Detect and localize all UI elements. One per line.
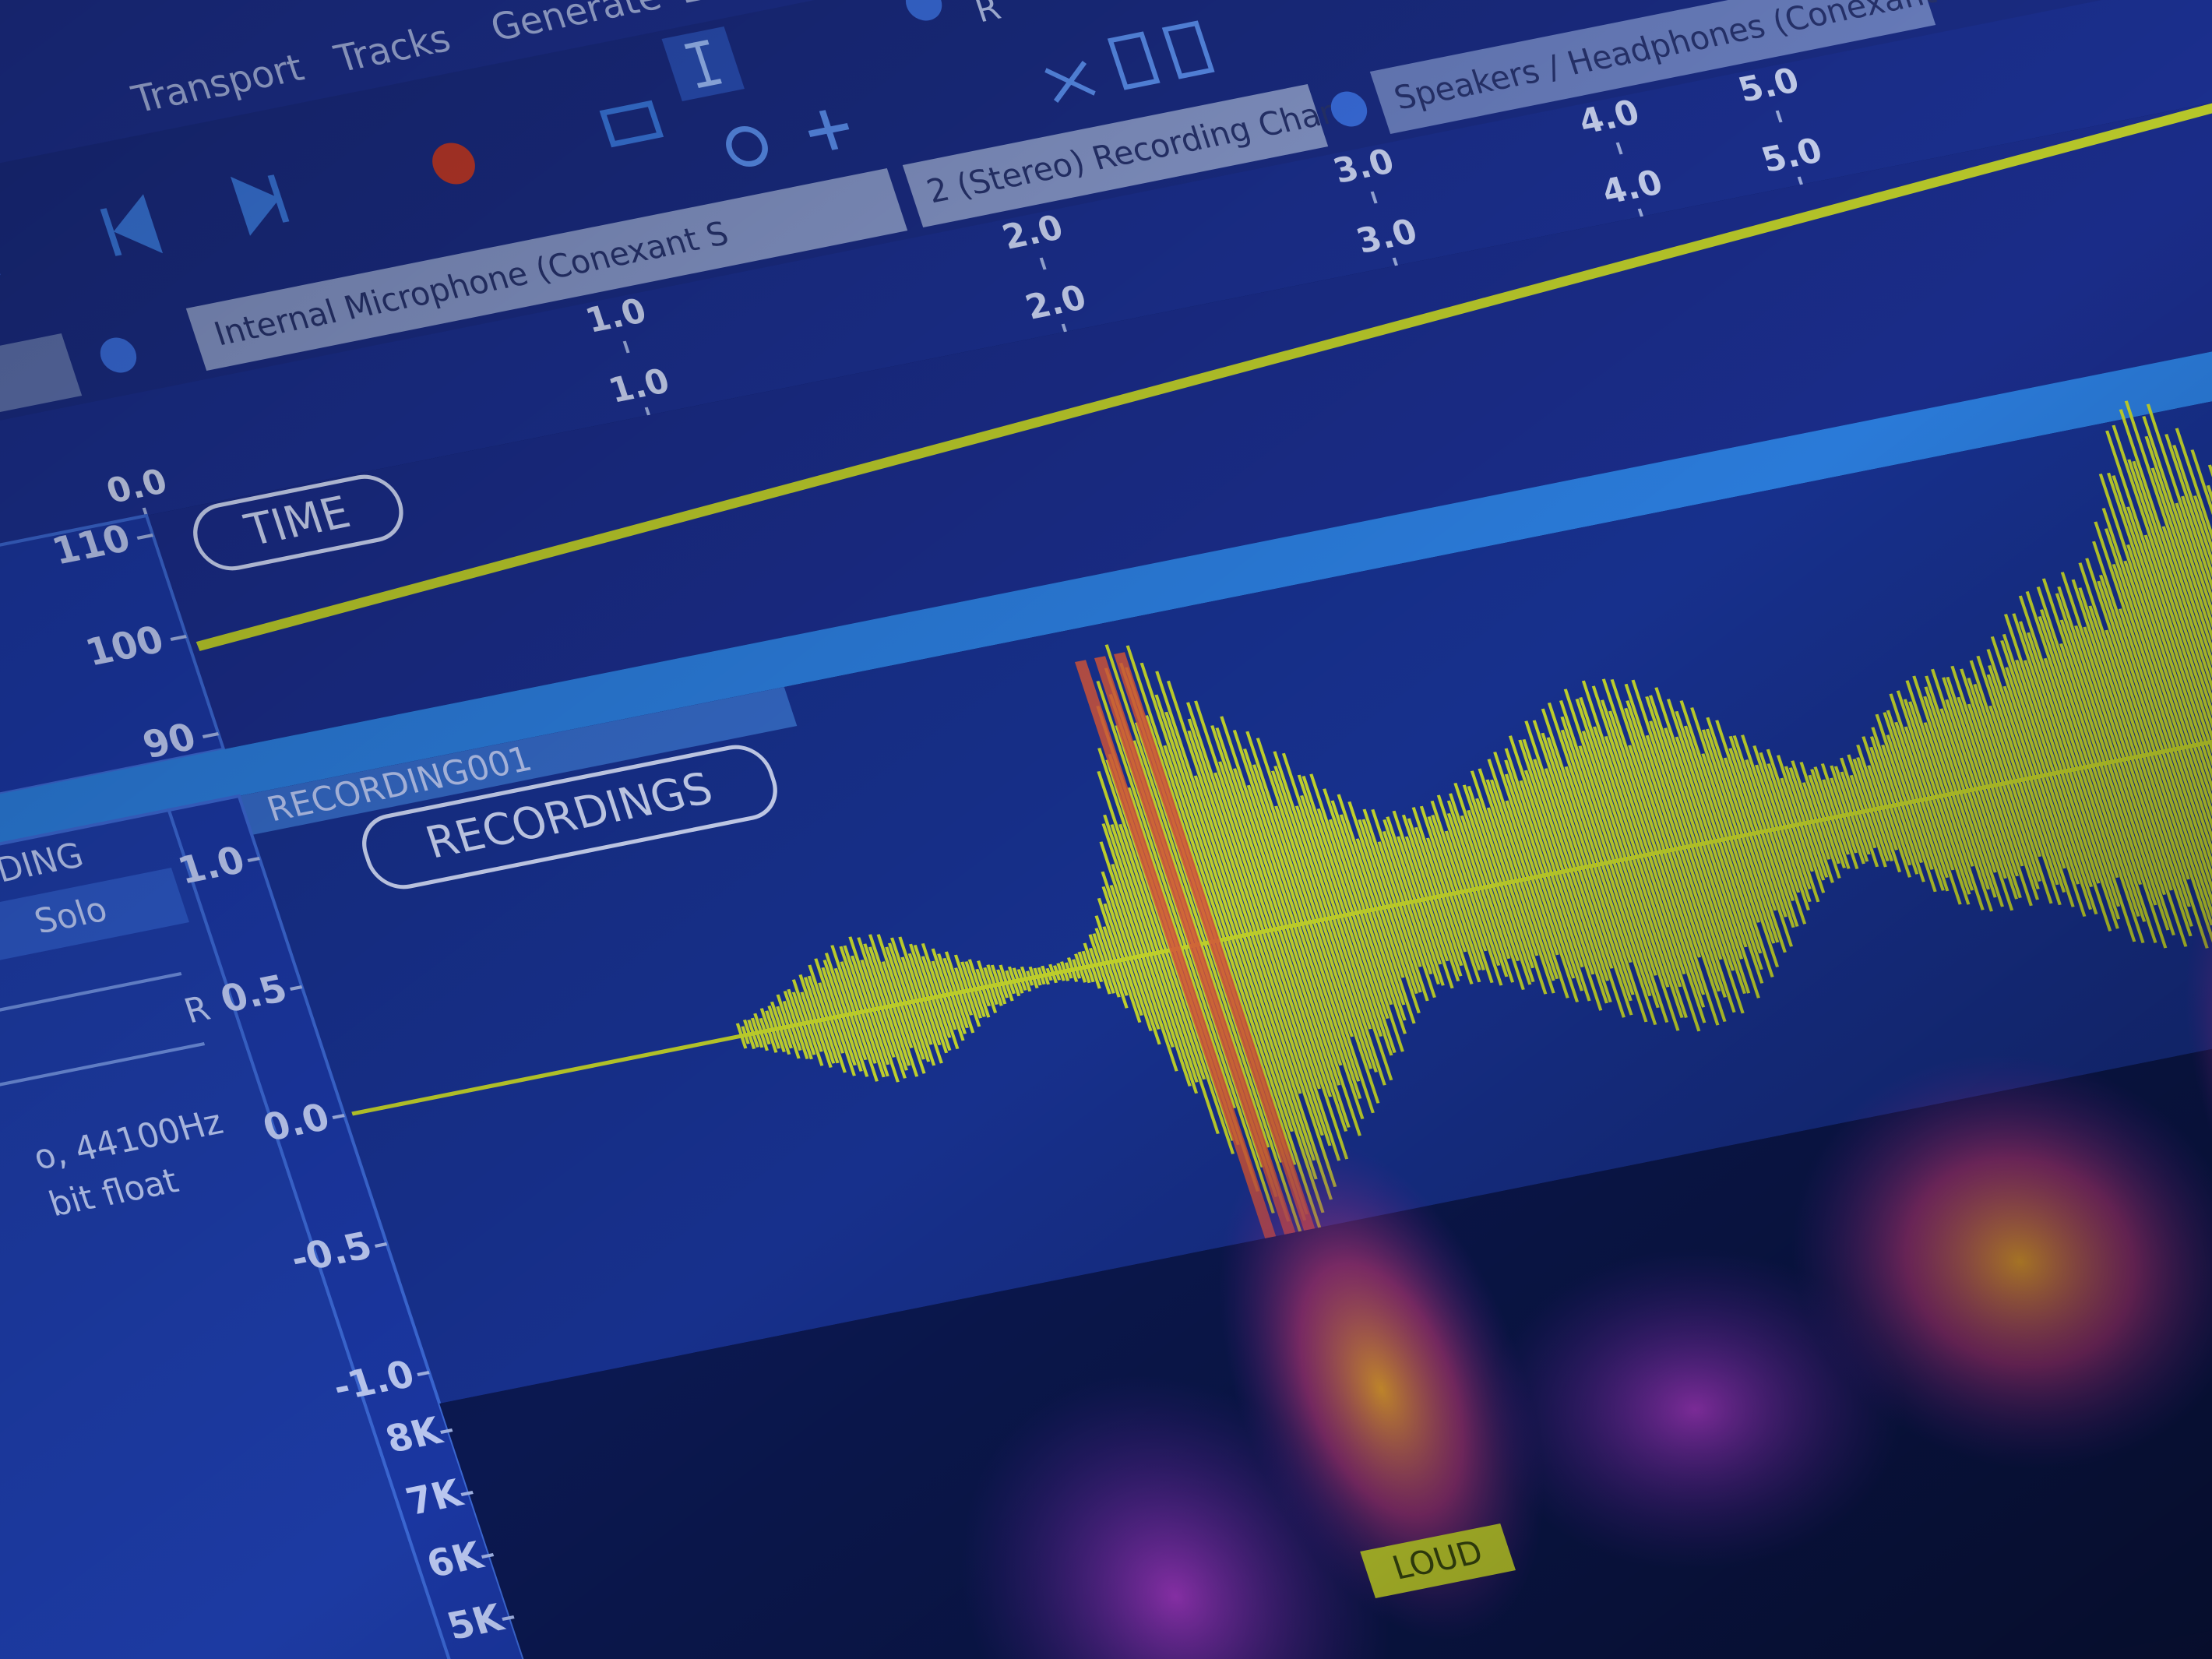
page: Audio editor screen html, body { margin:… — [0, 0, 2212, 1659]
body: {"menu": ["Transport", "Tracks", "Genera… — [0, 0, 2212, 1659]
screen: Transport Tracks Generate Effect Analyze… — [0, 0, 2212, 1659]
vignette — [0, 0, 2212, 1659]
